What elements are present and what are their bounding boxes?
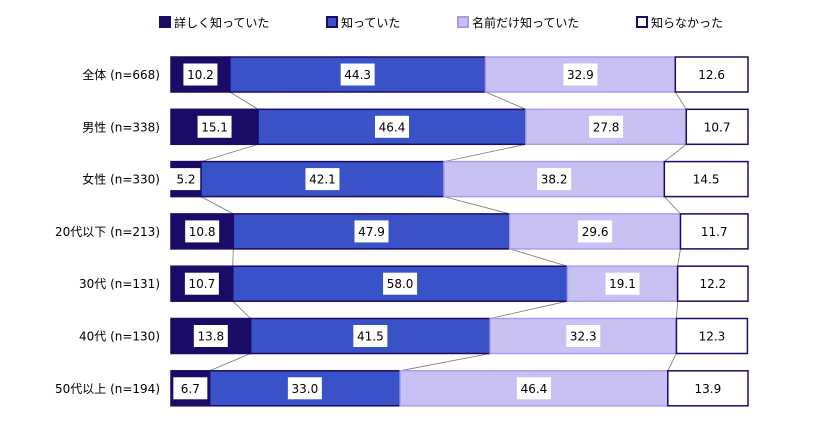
data-label-box — [354, 220, 389, 243]
data-label-box — [578, 220, 613, 243]
data-label: 12.2 — [699, 277, 726, 291]
category-label: 30代 (n=131) — [79, 277, 160, 291]
data-label-box — [695, 272, 730, 295]
connector-line — [674, 91, 687, 110]
legend-swatch-2 — [326, 16, 338, 28]
data-label: 12.3 — [699, 330, 726, 344]
data-label: 44.3 — [344, 68, 371, 82]
data-label-box — [353, 325, 388, 347]
data-label: 42.1 — [309, 173, 336, 187]
legend-swatch-4 — [636, 16, 648, 28]
data-label: 5.2 — [176, 173, 195, 187]
connector-line — [667, 353, 677, 371]
data-label-box — [689, 168, 724, 191]
data-label: 14.5 — [693, 173, 720, 187]
data-label-box — [197, 115, 232, 138]
data-label: 32.3 — [570, 330, 597, 344]
data-label-box — [173, 377, 208, 400]
data-label: 12.6 — [698, 68, 725, 82]
data-label: 41.5 — [357, 330, 384, 344]
data-label: 58.0 — [387, 277, 414, 291]
category-label: 20代以下 (n=213) — [55, 225, 160, 239]
legend-label-4: 知らなかった — [651, 16, 723, 30]
data-label-box — [697, 220, 732, 243]
data-label: 13.9 — [695, 382, 722, 396]
data-label-box — [305, 168, 340, 191]
data-label: 47.9 — [358, 225, 385, 239]
data-label: 46.4 — [521, 382, 548, 396]
data-label: 29.6 — [582, 225, 609, 239]
connector-line — [232, 248, 234, 267]
data-label: 38.2 — [541, 173, 568, 187]
connector-lines — [200, 91, 687, 372]
connector-line — [209, 353, 251, 372]
data-label: 6.7 — [181, 382, 200, 396]
category-label: 全体 (n=668) — [82, 67, 160, 82]
connector-line — [229, 91, 259, 110]
data-label: 19.1 — [609, 277, 636, 291]
data-label-box — [287, 377, 322, 400]
data-label: 10.2 — [187, 68, 214, 82]
data-label-box — [516, 377, 551, 400]
connector-line — [443, 143, 526, 162]
connector-line — [443, 196, 510, 215]
data-label: 10.7 — [704, 120, 731, 134]
bar-segment — [663, 160, 749, 198]
legend: 詳しく知っていた 知っていた 名前だけ知っていた 知らなかった — [159, 15, 723, 30]
data-label-box — [340, 63, 375, 86]
connector-line — [677, 248, 681, 267]
data-label-box — [184, 272, 219, 295]
data-label-box — [605, 272, 640, 295]
data-label: 11.7 — [701, 225, 728, 239]
data-label-box — [589, 115, 624, 138]
data-label: 10.7 — [189, 277, 216, 291]
category-label: 40代 (n=130) — [79, 330, 160, 344]
connector-line — [676, 301, 679, 319]
legend-swatch-1 — [159, 16, 171, 28]
data-label: 32.9 — [567, 68, 594, 82]
data-label-box — [700, 115, 735, 138]
category-label: 男性 (n=338) — [82, 120, 160, 134]
data-label-box — [537, 168, 572, 191]
bar-rows: 10.2 44.3 32.9 12.6 15.1 46.4 27.8 10.7 5.2 42.1 3… — [169, 56, 749, 407]
bar-segment — [249, 317, 491, 355]
data-label: 46.4 — [379, 120, 406, 134]
data-label-box — [563, 63, 598, 86]
data-label: 15.1 — [201, 120, 228, 134]
connector-line — [509, 248, 568, 267]
connector-line — [232, 300, 251, 319]
data-label: 33.0 — [292, 382, 319, 396]
data-label-box — [566, 325, 601, 347]
legend-label-1: 詳しく知っていた — [174, 15, 269, 30]
connector-line — [664, 196, 681, 215]
connector-line — [489, 300, 568, 319]
data-label-box — [185, 220, 220, 243]
data-label-box — [694, 63, 729, 86]
category-label: 50代以上 (n=194) — [55, 382, 160, 396]
data-label-box — [169, 168, 204, 191]
data-label-box — [374, 115, 409, 138]
data-label-box — [193, 325, 228, 347]
data-label-box — [694, 325, 729, 347]
connector-line — [200, 143, 259, 162]
connector-line — [399, 353, 491, 372]
category-label: 女性 (n=330) — [82, 172, 160, 187]
data-label: 27.8 — [593, 120, 620, 134]
data-label-box — [383, 272, 418, 295]
data-label-box — [183, 63, 218, 86]
data-label-box — [690, 377, 725, 400]
data-label: 10.8 — [189, 225, 216, 239]
connector-line — [200, 196, 234, 215]
legend-label-3: 名前だけ知っていた — [472, 15, 579, 30]
connector-line — [485, 91, 527, 110]
data-label: 13.8 — [197, 330, 224, 344]
legend-swatch-3 — [457, 16, 469, 28]
legend-label-2: 知っていた — [341, 16, 400, 30]
category-labels: 全体 (n=668) 男性 (n=338) 女性 (n=330) 20代以下 (n=2… — [55, 67, 160, 396]
connector-line — [664, 143, 687, 162]
